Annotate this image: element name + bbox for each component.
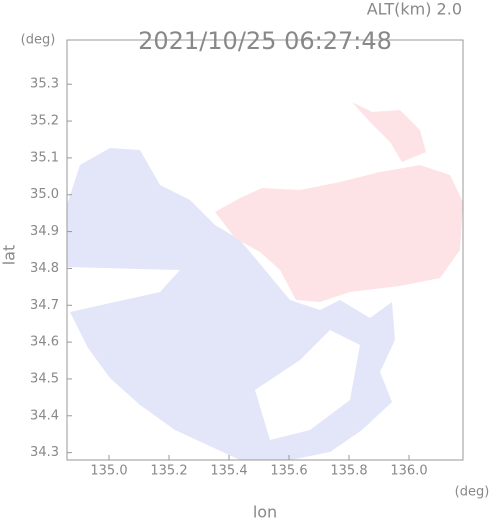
y-tick-label: 35.2 — [30, 114, 59, 129]
x-tick-label: 135.8 — [330, 464, 367, 479]
y-tick-label: 34.8 — [30, 261, 59, 276]
y-tick-label: 34.4 — [30, 408, 59, 423]
x-tick-label: 135.2 — [150, 464, 187, 479]
y-axis-label: lat — [0, 245, 19, 266]
clear-area — [255, 330, 360, 440]
y-tick-label: 34.3 — [30, 445, 59, 460]
y-tick-label: 35.0 — [30, 187, 59, 202]
radar-field — [67, 102, 463, 460]
y-tick-label: 34.5 — [30, 371, 59, 386]
y-tick-label: 35.3 — [30, 77, 59, 92]
chart-title: 2021/10/25 06:27:48 — [138, 27, 392, 55]
y-tick-label: 34.7 — [30, 298, 59, 313]
altitude-label: ALT(km) 2.0 — [367, 0, 462, 19]
x-tick-label: 135.6 — [270, 464, 307, 479]
x-tick-label: 136.0 — [390, 464, 427, 479]
y-unit: (deg) — [21, 33, 56, 48]
x-axis-label: lon — [253, 503, 277, 522]
y-tick-label: 34.6 — [30, 335, 59, 350]
x-tick-label: 135.0 — [90, 464, 127, 479]
y-tick-label: 34.9 — [30, 224, 59, 239]
y-tick-label: 35.1 — [30, 150, 59, 165]
x-unit: (deg) — [455, 485, 490, 500]
x-tick-label: 135.4 — [210, 464, 247, 479]
plot-frame — [66, 39, 464, 461]
receding-area — [352, 102, 426, 162]
receding-area — [215, 165, 463, 302]
